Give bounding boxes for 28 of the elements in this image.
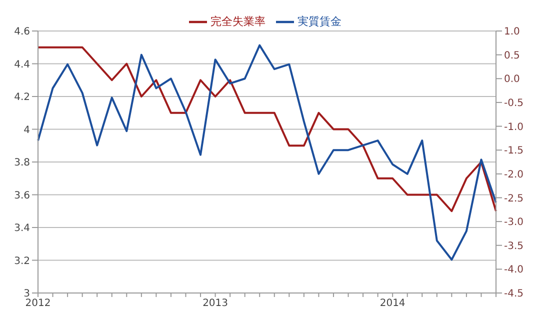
- y2-tick-label: -2.5: [504, 193, 524, 204]
- y-tick-label: 4: [24, 124, 30, 136]
- y2-tick-label: -0.5: [504, 98, 524, 110]
- y-tick-label: 4.6: [14, 26, 30, 38]
- x-tick-label: 2012: [25, 298, 51, 310]
- y2-tick-label: 0.5: [504, 50, 520, 62]
- y2-tick-label: -1.5: [504, 146, 524, 157]
- x-tick-label: 2014: [380, 298, 406, 310]
- y-tick-label: 4.4: [14, 59, 30, 70]
- y2-tick-label: 1.0: [504, 26, 520, 38]
- y2-tick-label: -1.0: [504, 122, 524, 133]
- y2-tick-label: -3.0: [504, 217, 524, 228]
- y-tick-label: 3.2: [14, 256, 30, 267]
- y-tick-label: 4.2: [14, 92, 30, 104]
- legend-label: 実質賃金: [298, 15, 342, 28]
- y-tick-label: 3.6: [14, 190, 30, 202]
- y2-tick-label: -2.0: [504, 169, 524, 180]
- y2-tick-label: 0.0: [504, 74, 520, 86]
- y2-tick-label: -4.5: [504, 288, 524, 300]
- y-tick-label: 3.8: [14, 158, 30, 169]
- y2-tick-label: -3.5: [504, 240, 524, 252]
- legend-label: 完全失業率: [210, 15, 266, 28]
- y-tick-label: 3.4: [14, 223, 30, 234]
- y2-tick-label: -4.0: [504, 264, 524, 276]
- y-tick-label: 3: [24, 288, 30, 300]
- line-series: [37, 44, 497, 261]
- line-series: [37, 46, 497, 212]
- x-tick-label: 2013: [202, 298, 228, 310]
